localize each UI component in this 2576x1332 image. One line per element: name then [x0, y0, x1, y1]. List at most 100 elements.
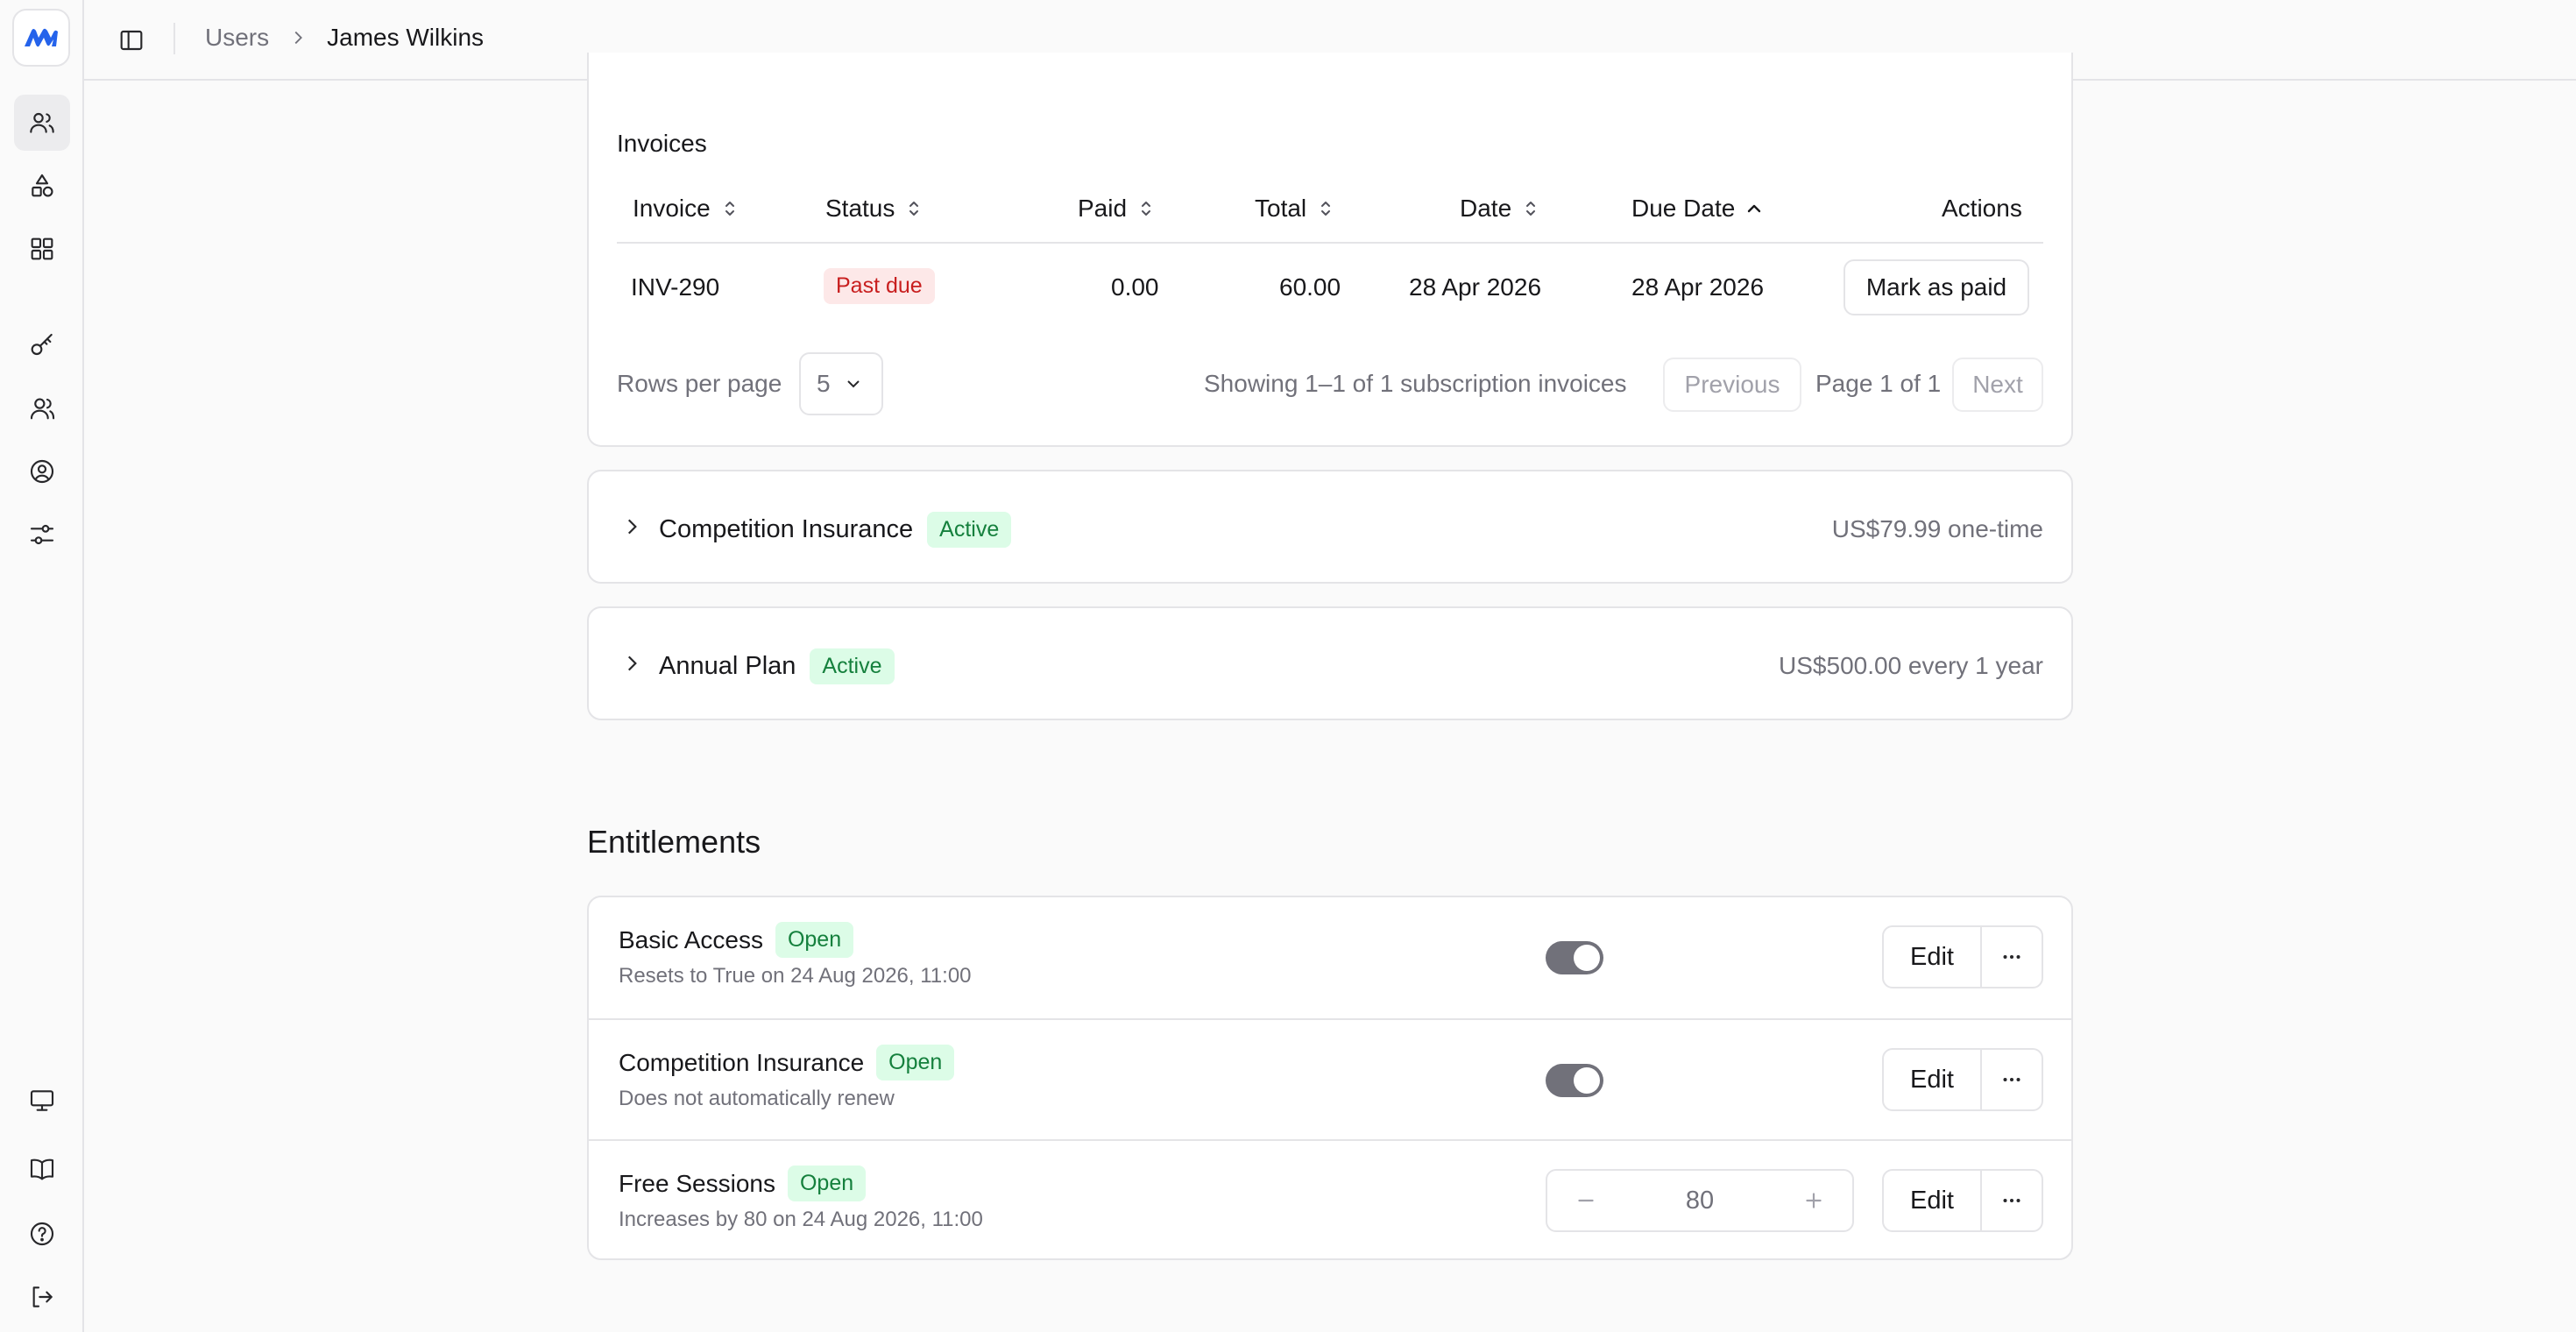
subscription-name: Competition Insurance — [659, 515, 914, 543]
sort-icon — [909, 202, 919, 216]
panel-left-icon — [120, 30, 143, 51]
entitlement-subtitle: Increases by 80 on 24 Aug 2026, 11:00 — [619, 1208, 983, 1231]
invoice-number[interactable]: INV-290 — [631, 273, 720, 301]
sort-ascending-icon — [1748, 204, 1761, 213]
rows-per-page-label: Rows per page — [617, 370, 782, 397]
subscription-price: US$79.99 one-time — [1831, 515, 2043, 542]
key-icon — [31, 333, 53, 356]
subscription-name: Annual Plan — [659, 652, 796, 680]
logo-icon — [25, 28, 58, 47]
nav-logout[interactable] — [14, 1269, 70, 1325]
page-indicator: Page 1 of 1 — [1815, 370, 1942, 397]
col-date-header[interactable]: Date — [1460, 195, 1541, 223]
col-total-header[interactable]: Total — [1255, 195, 1336, 223]
status-badge: Open — [787, 1166, 867, 1201]
col-paid-header[interactable]: Paid — [1078, 195, 1157, 223]
quantity-input[interactable]: 80 — [1685, 1186, 1715, 1215]
invoice-status-cell: Past due — [824, 268, 935, 304]
header-divider — [173, 23, 175, 54]
entitlements-card: Basic Access Open Resets to True on 24 A… — [587, 896, 2073, 1260]
chevron-right-icon — [288, 28, 308, 47]
decrement-button[interactable] — [1547, 1171, 1624, 1230]
sort-icon — [1526, 202, 1536, 216]
edit-button[interactable]: Edit — [1884, 927, 1982, 987]
users-icon — [30, 112, 54, 133]
subscription-annual-plan[interactable]: Annual Plan Active US$500.00 every 1 yea… — [587, 606, 2073, 720]
breadcrumb-users-link[interactable]: Users — [205, 24, 270, 51]
mark-as-paid-button[interactable]: Mark as paid — [1844, 259, 2029, 315]
shapes-icon — [32, 174, 53, 197]
sort-icon — [1321, 202, 1331, 216]
nav-display[interactable] — [14, 1073, 70, 1129]
entitlement-actions: Edit — [1882, 1048, 2043, 1111]
entitlements-title: Entitlements — [587, 824, 761, 860]
nav-apps[interactable] — [14, 221, 70, 277]
nav-account[interactable] — [14, 443, 70, 499]
team-icon — [30, 398, 55, 420]
increment-button[interactable] — [1775, 1171, 1852, 1230]
chevron-down-icon — [846, 380, 860, 388]
ellipsis-icon — [2003, 1078, 2020, 1081]
plus-icon — [1806, 1193, 1822, 1208]
edit-button[interactable]: Edit — [1884, 1050, 1982, 1109]
invoice-due-date: 28 Apr 2026 — [1631, 273, 1765, 301]
sliders-icon — [30, 524, 54, 545]
sidebar-toggle-button[interactable] — [114, 23, 149, 58]
more-options-button[interactable] — [1982, 1050, 2042, 1109]
nav-team[interactable] — [14, 380, 70, 436]
nav-docs[interactable] — [14, 1141, 70, 1197]
invoice-total: 60.00 — [1279, 273, 1341, 301]
status-badge: Open — [775, 922, 854, 958]
subscription-header: Annual Plan Active — [659, 648, 895, 684]
entitlement-toggle[interactable] — [1546, 1064, 1603, 1097]
next-page-button[interactable]: Next — [1952, 358, 2043, 412]
entitlement-header: Competition Insurance Open — [619, 1045, 955, 1080]
status-badge: Active — [810, 648, 895, 684]
nav-users[interactable] — [14, 95, 70, 151]
ellipsis-icon — [2003, 1199, 2020, 1202]
chevron-right-icon — [620, 652, 643, 675]
sidebar — [0, 0, 84, 1332]
subscription-competition-insurance[interactable]: Competition Insurance Active US$79.99 on… — [587, 470, 2073, 584]
book-icon — [30, 1158, 54, 1180]
subscription-price: US$500.00 every 1 year — [1779, 652, 2043, 679]
sort-icon — [1142, 202, 1151, 216]
status-badge: Past due — [824, 268, 935, 304]
sort-icon — [725, 202, 734, 216]
app-logo[interactable] — [12, 9, 70, 67]
entitlement-actions: Edit — [1882, 1169, 2043, 1232]
subscription-header: Competition Insurance Active — [659, 512, 1012, 548]
more-options-button[interactable] — [1982, 927, 2042, 987]
col-status-header[interactable]: Status — [825, 195, 924, 223]
entitlement-header: Basic Access Open — [619, 922, 854, 958]
col-invoice-header[interactable]: Invoice — [633, 195, 740, 223]
rows-per-page-select[interactable]: 5 — [799, 352, 883, 415]
quantity-stepper: 80 — [1546, 1169, 1854, 1232]
invoice-date: 28 Apr 2026 — [1409, 273, 1542, 301]
more-options-button[interactable] — [1982, 1171, 2042, 1230]
logout-icon — [32, 1286, 53, 1307]
previous-page-button[interactable]: Previous — [1663, 358, 1801, 412]
entitlement-row: Basic Access Open Resets to True on 24 A… — [589, 897, 2071, 1018]
edit-button[interactable]: Edit — [1884, 1171, 1982, 1230]
grid-icon — [31, 237, 53, 260]
nav-help[interactable] — [14, 1206, 70, 1262]
help-icon — [30, 1222, 54, 1246]
entitlement-actions: Edit — [1882, 925, 2043, 988]
invoices-title: Invoices — [617, 130, 707, 157]
ellipsis-icon — [2003, 955, 2020, 959]
entitlement-toggle[interactable] — [1546, 941, 1603, 974]
entitlement-row: Free Sessions Open Increases by 80 on 24… — [589, 1139, 2071, 1260]
col-due-date-header[interactable]: Due Date — [1631, 195, 1765, 223]
nav-keys[interactable] — [14, 317, 70, 373]
entitlement-name: Free Sessions — [619, 1169, 775, 1197]
pagination-summary: Showing 1–1 of 1 subscription invoices — [1204, 370, 1627, 397]
breadcrumb: Users James Wilkins — [205, 0, 484, 75]
table-divider — [617, 242, 2043, 244]
nav-settings[interactable] — [14, 507, 70, 563]
entitlement-row: Competition Insurance Open Does not auto… — [589, 1018, 2071, 1139]
invoice-paid: 0.00 — [1111, 273, 1159, 301]
entitlement-header: Free Sessions Open — [619, 1166, 867, 1201]
nav-products[interactable] — [14, 158, 70, 214]
monitor-icon — [30, 1090, 54, 1111]
